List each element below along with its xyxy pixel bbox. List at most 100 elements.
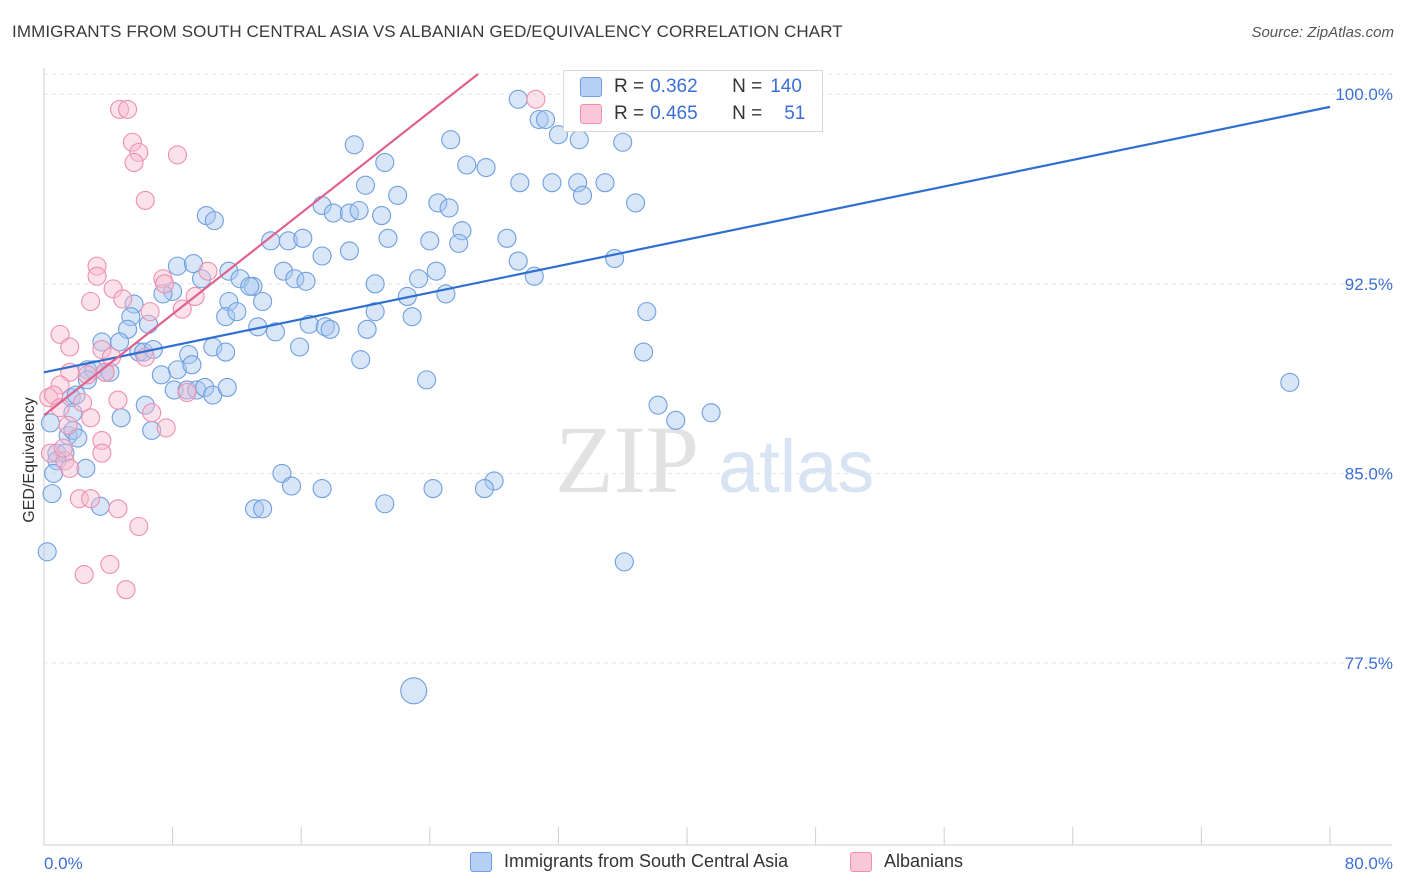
point-pink <box>108 499 128 519</box>
point-blue <box>474 479 495 499</box>
point-blue <box>240 276 260 296</box>
point-blue <box>408 269 429 289</box>
correlation-legend: R = 0.362 N = 140 R = 0.465 N = 51 <box>563 70 823 132</box>
point-pink <box>87 256 107 276</box>
point-blue <box>282 476 302 496</box>
legend-r-value: 0.362 <box>650 76 698 97</box>
point-blue <box>153 284 173 304</box>
point-pink <box>118 99 138 119</box>
point-blue <box>449 233 469 253</box>
point-blue <box>323 203 343 223</box>
series-blue-points <box>37 89 1300 705</box>
trend-lines <box>43 73 1331 417</box>
point-blue <box>535 109 556 130</box>
legend-series-name: Albanians <box>884 851 964 871</box>
point-blue <box>701 403 721 423</box>
point-blue <box>569 130 589 150</box>
point-blue <box>508 89 528 109</box>
point-blue <box>245 499 265 519</box>
point-pink <box>103 279 123 299</box>
watermark: ZIP atlas <box>555 406 874 513</box>
point-pink <box>92 443 112 463</box>
point-blue <box>529 109 549 130</box>
point-pink <box>526 89 546 109</box>
point-blue <box>351 350 371 370</box>
y-axis-label: GED/Equivalency <box>21 397 38 523</box>
point-blue <box>355 175 376 195</box>
point-blue <box>42 484 62 504</box>
legend-n-value: 140 <box>770 76 802 97</box>
point-blue <box>217 377 237 398</box>
point-blue <box>388 185 408 205</box>
point-pink <box>87 266 107 286</box>
point-blue <box>312 479 332 499</box>
point-blue <box>357 319 377 339</box>
point-pink <box>40 443 60 463</box>
source-label: Source: ZipAtlas.com <box>1251 24 1394 41</box>
point-blue <box>111 408 131 428</box>
point-pink <box>50 398 70 418</box>
point-blue <box>1280 372 1300 392</box>
point-blue <box>420 231 440 251</box>
point-blue <box>375 494 395 514</box>
point-pink <box>81 408 101 428</box>
axes <box>43 68 1392 846</box>
point-pink <box>167 145 187 165</box>
point-pink <box>74 564 94 585</box>
point-blue <box>121 307 141 327</box>
point-blue <box>548 125 568 145</box>
point-pink <box>124 152 144 173</box>
point-blue <box>265 322 286 342</box>
point-blue <box>339 241 359 261</box>
y-tick-label: 77.5% <box>1345 654 1393 673</box>
point-blue <box>452 221 472 241</box>
point-blue <box>365 302 385 322</box>
x-tick-label: 80.0% <box>1345 854 1393 873</box>
point-blue <box>426 261 446 281</box>
point-pink <box>155 274 175 294</box>
point-pink <box>44 385 64 405</box>
point-blue <box>428 193 448 213</box>
point-pink <box>177 382 197 403</box>
point-blue <box>253 499 273 519</box>
point-pink <box>100 554 120 574</box>
point-blue <box>441 130 461 150</box>
point-blue <box>278 231 298 251</box>
point-blue <box>273 261 294 281</box>
point-pink <box>198 261 218 281</box>
point-blue <box>293 228 313 248</box>
watermark-zip: ZIP <box>555 406 699 513</box>
point-blue <box>124 294 144 314</box>
point-pink <box>142 403 162 423</box>
point-blue <box>47 443 67 463</box>
series-legend: Immigrants from South Central Asia Alban… <box>0 851 1406 877</box>
point-blue <box>648 395 668 415</box>
point-blue <box>290 337 310 357</box>
point-blue <box>182 355 202 375</box>
point-blue <box>666 410 686 430</box>
point-pink <box>129 516 149 537</box>
point-blue <box>344 135 364 155</box>
point-blue <box>167 256 187 276</box>
point-blue <box>572 185 593 205</box>
legend-swatch-pink <box>580 104 602 124</box>
point-blue <box>510 173 530 193</box>
point-pink <box>129 142 149 162</box>
point-pink <box>122 132 142 152</box>
point-blue <box>613 132 633 152</box>
point-blue <box>637 302 657 322</box>
y-tick-label: 100.0% <box>1335 85 1393 104</box>
point-pink <box>50 324 70 344</box>
legend-item-pink: Albanians <box>850 851 963 872</box>
point-blue <box>400 677 428 705</box>
point-pink <box>58 415 78 435</box>
point-blue <box>272 463 292 483</box>
legend-r-label: R = <box>614 103 645 124</box>
point-blue <box>484 471 504 491</box>
point-pink <box>108 390 128 410</box>
point-pink <box>92 339 112 360</box>
point-blue <box>204 211 224 231</box>
point-pink <box>81 291 101 312</box>
point-blue <box>365 274 385 294</box>
point-blue <box>614 552 634 572</box>
